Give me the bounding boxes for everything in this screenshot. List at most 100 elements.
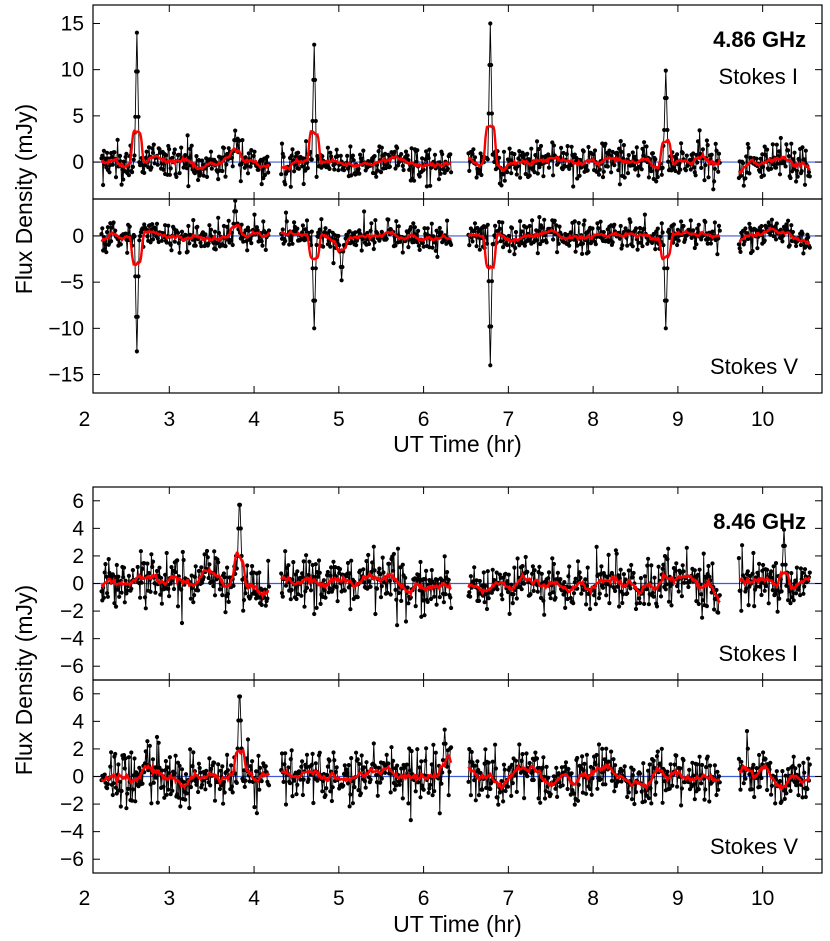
data-point bbox=[595, 786, 600, 791]
data-point bbox=[313, 761, 318, 766]
data-point bbox=[770, 142, 775, 147]
data-point bbox=[398, 565, 403, 570]
plot-area bbox=[93, 199, 822, 368]
data-point bbox=[318, 601, 323, 607]
series-points bbox=[466, 21, 722, 192]
data-point bbox=[408, 818, 413, 823]
data-point bbox=[354, 243, 359, 248]
data-point bbox=[225, 768, 230, 773]
data-point bbox=[712, 607, 717, 612]
data-point bbox=[704, 138, 710, 143]
data-point bbox=[767, 223, 772, 228]
data-point bbox=[371, 246, 376, 252]
y-tick-label: 0 bbox=[72, 766, 84, 789]
data-point bbox=[136, 274, 141, 279]
data-point bbox=[469, 235, 474, 240]
data-point bbox=[527, 761, 532, 766]
y-tick-label: −15 bbox=[48, 364, 84, 387]
data-point bbox=[387, 578, 392, 584]
data-point bbox=[359, 753, 364, 758]
data-point bbox=[217, 786, 222, 792]
data-point bbox=[514, 172, 519, 177]
data-point bbox=[212, 549, 217, 554]
data-point bbox=[202, 772, 207, 777]
data-point bbox=[551, 237, 556, 242]
data-point bbox=[600, 175, 606, 180]
data-point bbox=[492, 159, 497, 165]
data-point bbox=[425, 226, 430, 231]
data-point bbox=[428, 596, 434, 602]
data-point bbox=[696, 787, 701, 792]
data-point bbox=[766, 601, 771, 606]
data-point bbox=[634, 145, 639, 150]
data-point bbox=[746, 603, 751, 608]
data-point bbox=[328, 573, 333, 578]
data-point bbox=[488, 363, 493, 368]
data-point bbox=[745, 746, 750, 751]
data-point bbox=[691, 773, 696, 778]
data-point bbox=[623, 226, 628, 231]
data-point bbox=[179, 767, 185, 772]
data-point bbox=[654, 179, 659, 184]
data-point bbox=[554, 223, 559, 228]
data-point bbox=[786, 783, 792, 788]
data-point bbox=[765, 147, 770, 152]
data-point bbox=[349, 239, 355, 244]
data-point bbox=[552, 218, 557, 223]
data-point bbox=[704, 604, 710, 609]
data-point bbox=[304, 553, 309, 558]
data-point bbox=[186, 184, 191, 189]
data-point bbox=[556, 241, 561, 246]
data-point bbox=[167, 147, 172, 152]
data-point bbox=[183, 772, 189, 777]
data-point bbox=[334, 765, 339, 770]
data-point bbox=[586, 144, 591, 150]
data-point bbox=[482, 600, 487, 605]
data-point bbox=[225, 224, 230, 229]
data-point bbox=[490, 759, 495, 764]
data-point bbox=[105, 782, 110, 787]
x-tick-labels: 2 3 4 5 6 7 8 9 10 bbox=[79, 887, 775, 910]
data-point bbox=[714, 792, 719, 798]
data-point bbox=[660, 165, 665, 170]
data-point bbox=[606, 552, 611, 558]
data-point bbox=[433, 248, 438, 253]
data-point bbox=[406, 601, 411, 606]
data-point bbox=[617, 236, 623, 241]
data-point bbox=[705, 754, 710, 759]
data-point bbox=[786, 767, 791, 772]
data-point bbox=[789, 571, 794, 576]
data-point bbox=[348, 792, 353, 797]
data-point bbox=[681, 569, 686, 574]
data-point bbox=[385, 590, 390, 595]
data-point bbox=[279, 141, 285, 146]
data-point bbox=[133, 274, 138, 279]
data-point bbox=[229, 155, 234, 160]
data-point bbox=[700, 147, 706, 152]
data-point bbox=[497, 155, 502, 160]
data-point bbox=[375, 168, 380, 173]
data-point bbox=[613, 588, 618, 594]
data-point bbox=[186, 223, 191, 229]
data-point bbox=[533, 153, 538, 158]
data-point bbox=[501, 762, 507, 767]
data-point bbox=[130, 170, 135, 175]
data-point bbox=[330, 785, 335, 790]
data-point bbox=[536, 147, 541, 152]
smoothed-curve bbox=[467, 228, 721, 271]
data-point bbox=[187, 805, 192, 811]
data-point bbox=[383, 165, 388, 171]
data-point bbox=[613, 763, 618, 768]
data-point bbox=[710, 561, 715, 566]
data-point bbox=[248, 594, 253, 599]
data-point bbox=[567, 564, 572, 569]
data-point bbox=[591, 152, 596, 157]
data-point bbox=[406, 801, 411, 806]
data-point bbox=[708, 241, 714, 246]
data-point bbox=[100, 153, 105, 158]
data-point bbox=[535, 251, 540, 256]
data-point bbox=[109, 750, 114, 755]
data-point bbox=[495, 795, 500, 800]
data-point bbox=[379, 145, 384, 150]
data-point bbox=[212, 229, 218, 234]
